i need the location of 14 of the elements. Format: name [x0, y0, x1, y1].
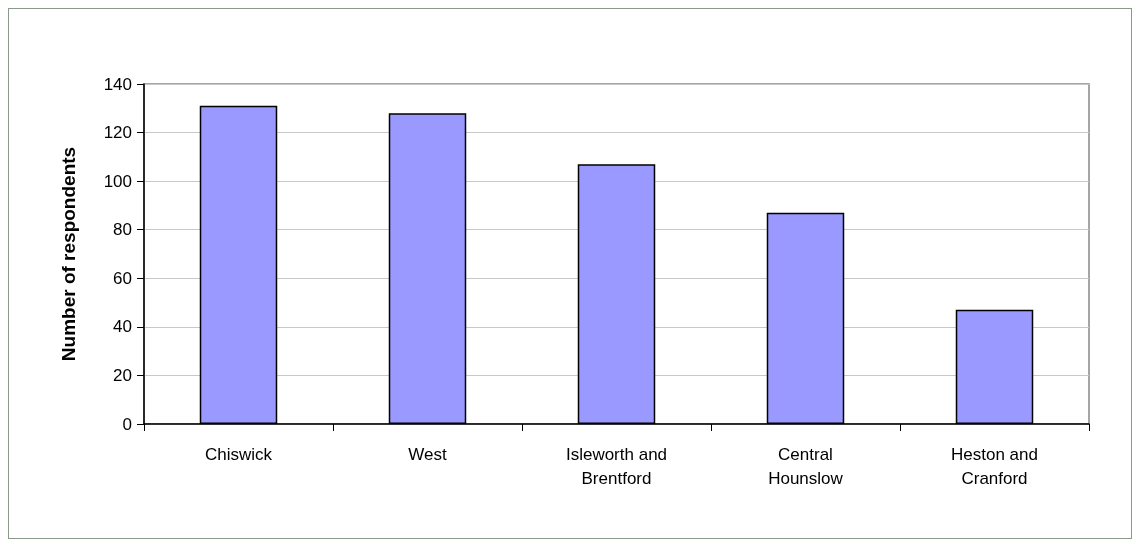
y-tick-label: 120 — [103, 123, 132, 143]
y-tick-label: 40 — [113, 317, 132, 337]
y-tick-label: 80 — [113, 220, 132, 240]
y-axis-title: Number of respondents — [58, 146, 79, 362]
x-tick-label: Heston and Cranford — [951, 444, 1038, 488]
x-tick-label: Chiswick — [204, 444, 273, 464]
y-tick-label: 60 — [113, 268, 132, 288]
y-tick-label: 0 — [122, 414, 132, 434]
x-tick-label: Isleworth and Brentford — [565, 444, 668, 488]
x-tick-label: Central Hounslow — [768, 444, 844, 488]
y-tick-label: 100 — [103, 171, 132, 191]
x-tick-label: West — [408, 444, 447, 464]
y-tick-label: 20 — [113, 365, 132, 385]
y-tick-label: 140 — [103, 74, 132, 94]
